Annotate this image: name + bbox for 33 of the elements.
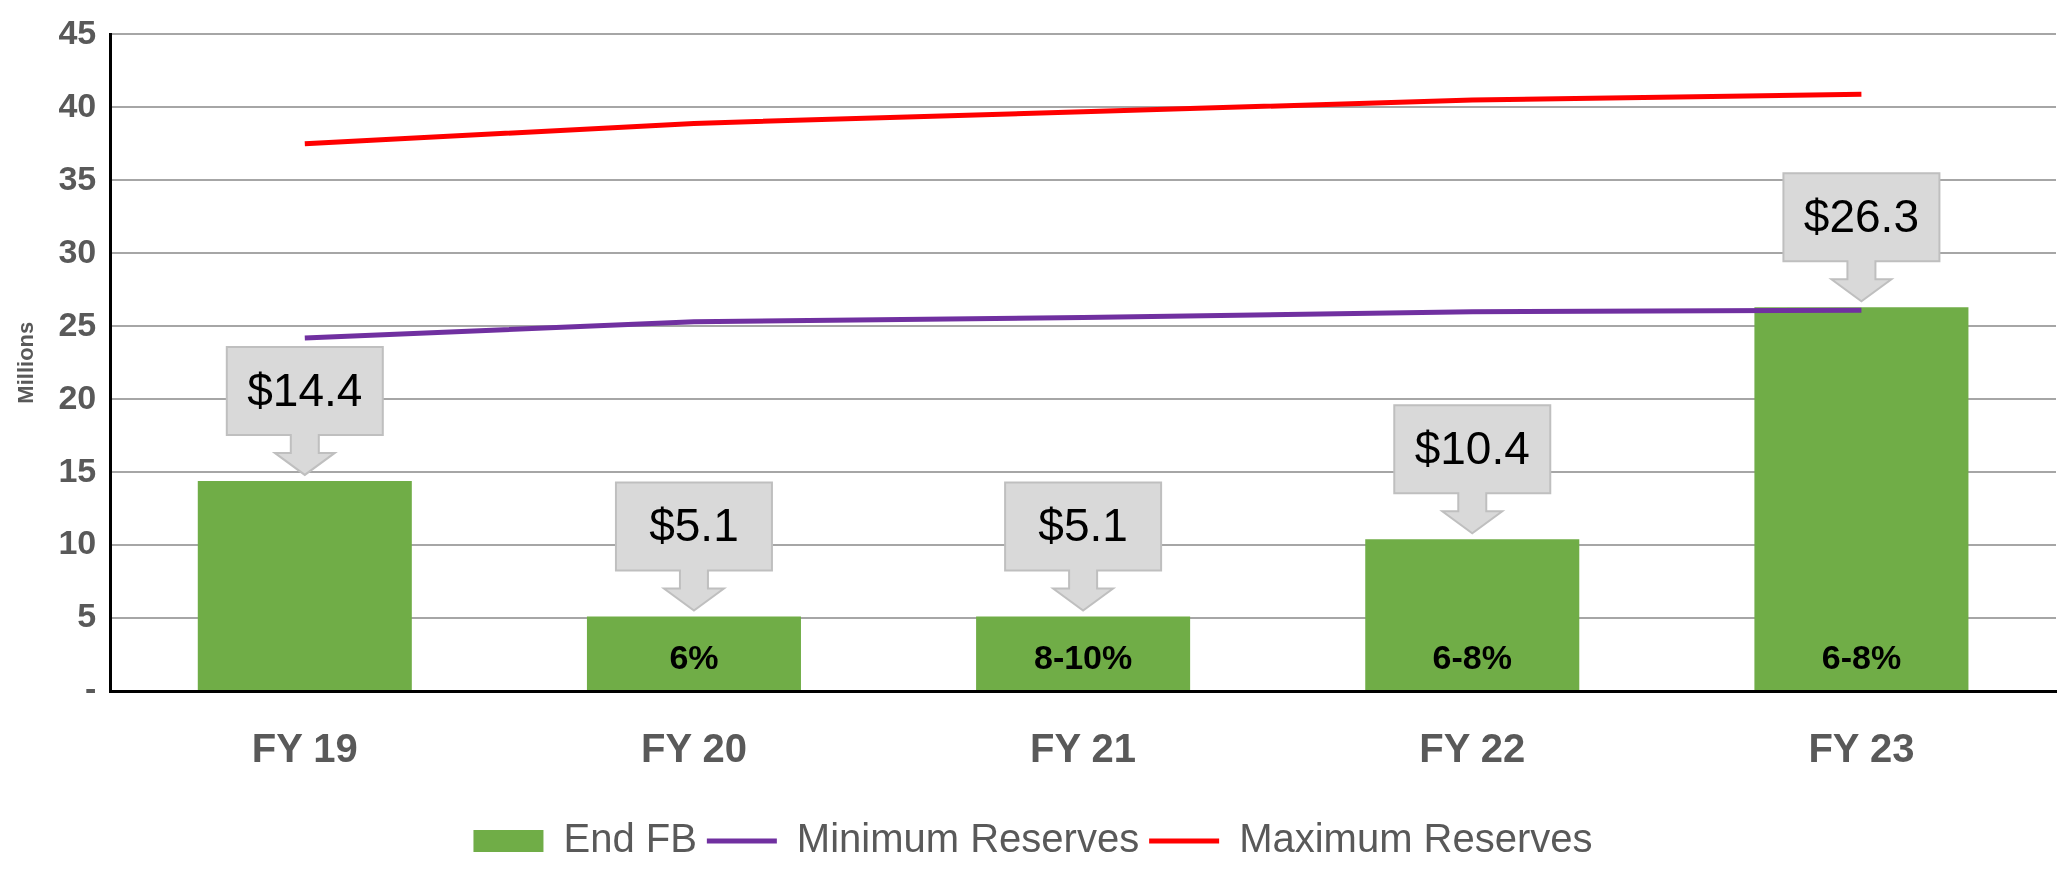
legend-label: End FB	[563, 816, 697, 861]
y-tick-label: 15	[58, 450, 97, 489]
data-label: $5.1	[1038, 499, 1128, 552]
x-tick-label: FY 20	[640, 726, 747, 771]
y-tick-label: 25	[58, 304, 97, 343]
y-tick-label: 5	[77, 596, 97, 635]
y-axis-title: Millions	[13, 321, 39, 404]
y-tick-label: 35	[58, 158, 97, 197]
annotation: 6-8%	[1821, 638, 1902, 677]
x-tick-label: FY 23	[1808, 726, 1915, 771]
data-label: $26.3	[1803, 189, 1919, 242]
annotation: 8-10%	[1033, 638, 1133, 677]
y-tick-label: 10	[58, 523, 97, 562]
x-tick-label: FY 22	[1419, 726, 1526, 771]
bar	[976, 616, 1191, 690]
bar	[197, 480, 412, 690]
legend-label: Maximum Reserves	[1239, 816, 1593, 861]
bar	[586, 616, 801, 690]
y-tick-label: -	[84, 669, 97, 708]
annotation: 6-8%	[1432, 638, 1512, 677]
y-tick-label: 40	[58, 85, 97, 124]
bar	[1365, 539, 1580, 690]
x-tick-label: FY 19	[251, 726, 358, 771]
data-label: $14.4	[247, 363, 363, 416]
data-label: $10.4	[1414, 421, 1530, 474]
y-tick-label: 20	[58, 377, 97, 416]
y-tick-label: 45	[58, 12, 97, 51]
data-label: $5.1	[649, 499, 739, 552]
bar	[1754, 307, 1969, 690]
legend-label: Minimum Reserves	[796, 816, 1140, 861]
y-tick-label: 30	[58, 231, 97, 270]
annotation: 6%	[669, 638, 719, 677]
x-tick-label: FY 21	[1030, 726, 1137, 771]
